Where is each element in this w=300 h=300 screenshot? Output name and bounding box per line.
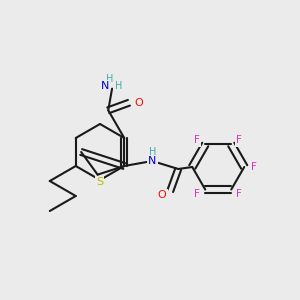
Text: H: H <box>148 147 156 157</box>
Text: F: F <box>194 188 200 199</box>
Text: O: O <box>158 190 167 200</box>
Text: H: H <box>106 74 114 84</box>
Text: F: F <box>251 162 257 172</box>
Text: S: S <box>96 177 103 187</box>
Text: N: N <box>101 81 109 91</box>
Text: F: F <box>236 136 242 146</box>
Text: H: H <box>116 81 123 91</box>
Text: O: O <box>134 98 143 108</box>
Text: N: N <box>148 156 156 166</box>
Text: F: F <box>194 136 200 146</box>
Text: F: F <box>236 188 242 199</box>
